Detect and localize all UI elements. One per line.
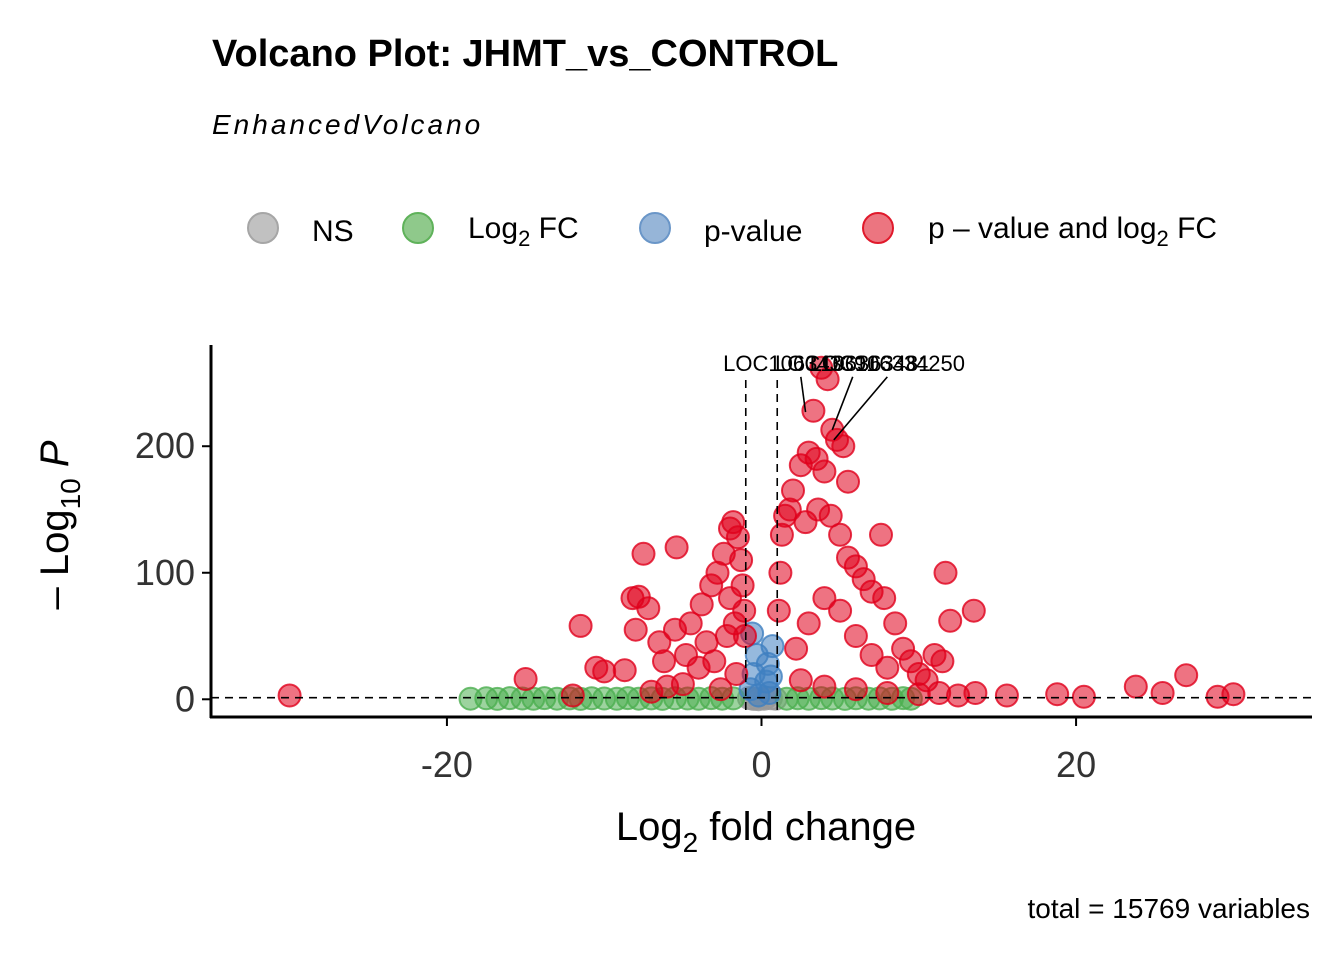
x-tick-label: -20 [421, 744, 473, 785]
point-p-value-and-log2-fc [831, 434, 856, 459]
point-p-value-and-log2-fc [875, 655, 900, 680]
legend-ns-marker [247, 212, 279, 244]
point-p-value-and-log2-fc [1123, 674, 1148, 699]
point-p-value-and-log2-fc [930, 649, 955, 674]
point-p-value-and-log2-fc [812, 586, 837, 611]
legend-p-marker [639, 212, 671, 244]
point-p-value-and-log2-fc [568, 613, 593, 638]
point-p-value-and-log2-fc [784, 636, 809, 661]
point-p-value-and-log2-fc [729, 548, 754, 573]
legend-ns-label: NS [312, 215, 354, 248]
point-p-value-and-log2-fc [560, 683, 585, 708]
point-p-value-and-log2-fc [875, 681, 900, 705]
point-p-value-and-log2-fc [689, 592, 714, 617]
gene-label: LOC106363481 [775, 351, 930, 376]
point-p-value-and-log2-fc [592, 659, 617, 684]
point-p-value-and-log2-fc [639, 679, 664, 704]
chart-title: Volcano Plot: JHMT_vs_CONTROL [212, 33, 838, 75]
y-tick-label: 0 [175, 678, 195, 719]
point-p-value-and-log2-fc [801, 398, 826, 423]
point-p-value [758, 664, 783, 689]
point-p-value-and-log2-fc [843, 624, 868, 648]
y-axis-title: – Log10 P [33, 440, 86, 609]
point-p-value-and-log2-fc [722, 611, 747, 636]
gene-label: LOC106343391 [723, 351, 878, 376]
point-p-value-and-log2-fc [678, 611, 703, 636]
point-p-value-and-log2-fc [612, 658, 637, 683]
legend-p-label: p-value [704, 215, 802, 248]
point-p-value-and-log2-fc [933, 560, 958, 585]
point-p-value-and-log2-fc [812, 459, 837, 484]
point-p-value-and-log2-fc [812, 674, 837, 699]
chart-subtitle: EnhancedVolcano [212, 109, 483, 140]
point-p-value-and-log2-fc [277, 683, 302, 708]
point-p-value-and-log2-fc [664, 535, 689, 560]
point-p-value-and-log2-fc [647, 630, 672, 655]
x-tick-label: 0 [751, 744, 771, 785]
points-layer [277, 355, 1246, 712]
legend-both-marker [862, 212, 894, 244]
point-p-value-and-log2-fc [513, 667, 538, 691]
point-p-value-and-log2-fc [766, 598, 791, 623]
point-p-value-and-log2-fc [1221, 682, 1246, 707]
point-p-value-and-log2-fc [623, 617, 648, 642]
point-p-value-and-log2-fc [781, 478, 805, 503]
x-tick-label: 20 [1056, 744, 1096, 785]
y-tick-label: 100 [135, 552, 195, 593]
point-p-value-and-log2-fc [843, 677, 868, 702]
point-p-value-and-log2-fc [938, 608, 963, 633]
y-tick-label: 200 [135, 425, 195, 466]
point-p-value-and-log2-fc [994, 683, 1019, 708]
point-p-value-and-log2-fc [724, 662, 749, 686]
legend-fc-marker [402, 212, 434, 244]
point-p-value-and-log2-fc [718, 586, 742, 611]
point-p-value-and-log2-fc [1045, 682, 1070, 707]
point-p-value-and-log2-fc [828, 598, 853, 623]
point-p-value-and-log2-fc [694, 630, 719, 655]
point-p-value-and-log2-fc [788, 668, 813, 693]
legend-fc-label: Log2 FC [468, 212, 579, 251]
gene-label-connector [831, 376, 854, 431]
point-p-value [746, 683, 771, 708]
point-p-value-and-log2-fc [872, 586, 897, 611]
point-p-value-and-log2-fc [768, 560, 793, 585]
x-axis-title: Log2 fold change [616, 805, 916, 858]
gene-label: LOC106334250 [810, 351, 965, 376]
point-p-value-and-log2-fc [1174, 663, 1199, 688]
point-p-value-and-log2-fc [869, 522, 893, 547]
point-p-value-and-log2-fc [836, 469, 860, 494]
point-p-value-and-log2-fc [883, 611, 908, 636]
point-p-value-and-log2-fc [1150, 681, 1175, 705]
gene-label-connector [833, 376, 888, 441]
point-p-value-and-log2-fc [674, 643, 698, 667]
gene-label-connector [800, 376, 807, 413]
point-p-value-and-log2-fc [859, 643, 884, 667]
point-p-value-and-log2-fc [1071, 684, 1096, 709]
point-p-value-and-log2-fc [828, 522, 853, 547]
point-p-value-and-log2-fc [906, 682, 931, 707]
point-p-value-and-log2-fc [725, 525, 750, 550]
point-p-value-and-log2-fc [636, 596, 661, 621]
legend-both-label: p – value and log2 FC [928, 212, 1217, 251]
point-p-value-and-log2-fc [708, 677, 733, 702]
point-p-value-and-log2-fc [961, 598, 986, 623]
cutoff-lines [211, 380, 1312, 717]
point-p-value [760, 634, 785, 659]
point-p-value-and-log2-fc [631, 541, 656, 566]
point-p-value-and-log2-fc [796, 611, 821, 636]
point-p-value-and-log2-fc [963, 681, 988, 705]
legend: NS Log2 FC p-value p – value and log2 FC [247, 212, 1217, 251]
point-p-value-and-log2-fc [818, 503, 843, 528]
point-p-value-and-log2-fc [815, 367, 840, 392]
chart-caption: total = 15769 variables [1027, 893, 1310, 924]
